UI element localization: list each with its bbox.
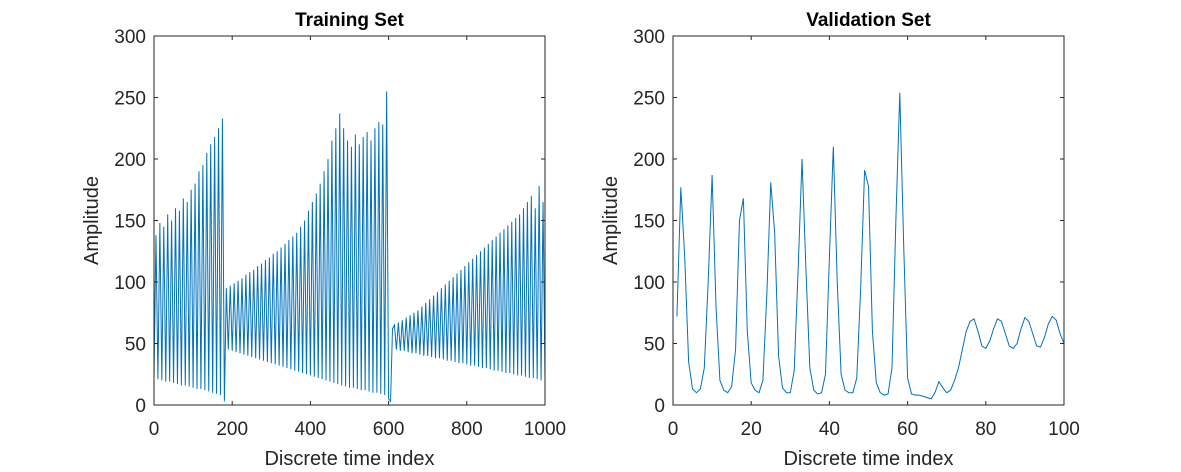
- y-tick-label: 200: [633, 150, 665, 171]
- subplot: 0 200 400 600 800 1000 0 50 100 150 200 250 300 Train…: [81, 10, 566, 470]
- x-tick-label: 0: [668, 419, 679, 440]
- x-tick-label: 400: [295, 419, 327, 440]
- y-tick-label: 100: [114, 273, 146, 294]
- data-line: [676, 92, 1065, 400]
- x-tick-label: 600: [373, 419, 405, 440]
- x-tick-label: 0: [149, 419, 160, 440]
- y-tick-label: 300: [633, 27, 665, 48]
- x-tick-label: 800: [451, 419, 483, 440]
- x-tick-label: 200: [216, 419, 248, 440]
- x-axis-label: Discrete time index: [783, 448, 953, 470]
- y-tick-label: 150: [633, 212, 665, 233]
- x-axis-label: Discrete time index: [264, 448, 434, 470]
- x-tick-label: 40: [819, 419, 840, 440]
- y-tick-label: 300: [114, 27, 146, 48]
- x-tick-label: 100: [1048, 419, 1080, 440]
- subplot: 0 20 40 60 80 100 0 50 100 150 200 250 300 Validation…: [600, 10, 1080, 470]
- x-tick-label: 1000: [524, 419, 566, 440]
- y-tick-label: 0: [135, 396, 146, 417]
- y-tick-label: 50: [125, 335, 146, 356]
- y-tick-label: 250: [114, 89, 146, 110]
- y-axis-label: Amplitude: [600, 176, 622, 265]
- x-tick-label: 60: [897, 419, 918, 440]
- y-tick-label: 0: [654, 396, 665, 417]
- chart-title: Training Set: [295, 10, 404, 31]
- x-tick-label: 80: [975, 419, 996, 440]
- y-tick-label: 150: [114, 212, 146, 233]
- y-tick-label: 200: [114, 150, 146, 171]
- data-line: [153, 91, 546, 403]
- y-tick-label: 50: [644, 335, 665, 356]
- y-tick-label: 250: [633, 89, 665, 110]
- plot-area: [673, 36, 1064, 405]
- chart-title: Validation Set: [806, 10, 931, 31]
- y-tick-label: 100: [633, 273, 665, 294]
- x-tick-label: 20: [741, 419, 762, 440]
- y-axis-label: Amplitude: [81, 176, 103, 265]
